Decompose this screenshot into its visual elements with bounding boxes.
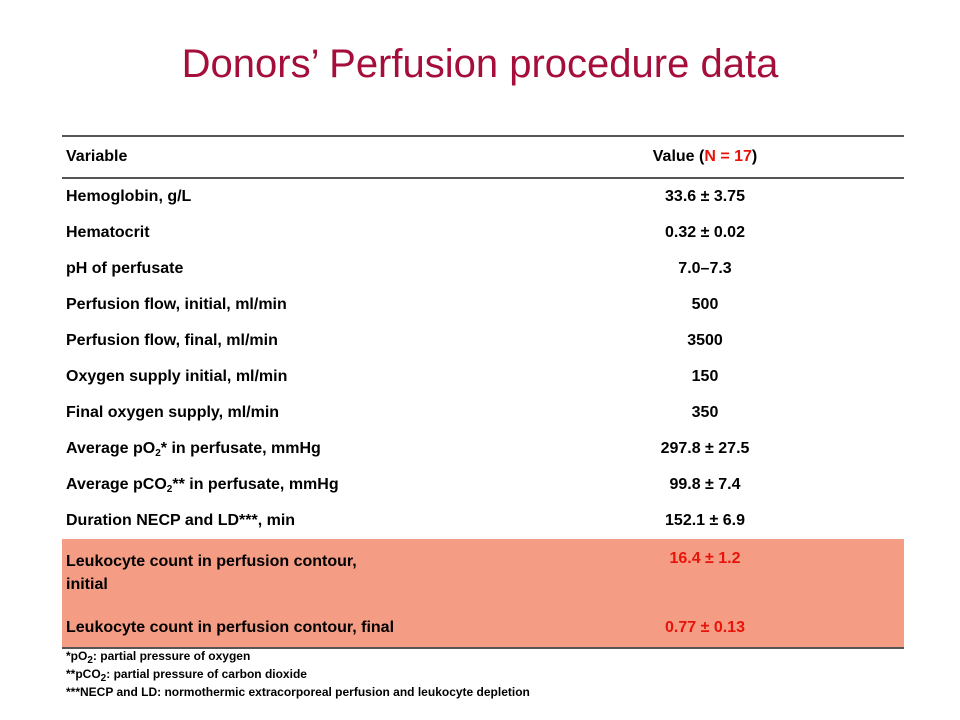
row-variable: Hemoglobin, g/L [66,188,192,205]
value-header-suffix: ) [751,148,758,165]
footnote-text: : partial pressure of oxygen [92,649,251,663]
row-value: 350 [691,404,719,421]
row-value: 500 [691,296,719,313]
row-variable: Perfusion flow, initial, ml/min [66,296,287,313]
perfusion-data-table: Variable Value (N = 17) Hemoglobin, g/L … [62,135,904,649]
row-variable: Leukocyte count in perfusion contour, fi… [62,609,506,649]
row-variable: Final oxygen supply, ml/min [66,404,280,421]
table-row: Oxygen supply initial, ml/min 150 [62,359,904,395]
table-row: Perfusion flow, initial, ml/min 500 [62,287,904,323]
table-row-highlighted: Leukocyte count in perfusion contour, ini… [62,539,904,609]
row-value: 0.77 ± 0.13 [506,609,904,649]
variable-text: Average pCO [66,476,167,493]
table-row: Perfusion flow, final, ml/min 3500 [62,323,904,359]
subscript: 2 [155,448,161,459]
column-header-variable: Variable [62,135,506,179]
footnote-text: *pO [66,649,88,663]
table-row: pH of perfusate 7.0–7.3 [62,251,904,287]
footnote-text: : partial pressure of carbon dioxide [106,667,307,681]
row-value: 33.6 ± 3.75 [665,188,745,205]
footnote: *pO2: partial pressure of oxygen [66,647,530,666]
row-value: 0.32 ± 0.02 [665,224,745,241]
footnotes: *pO2: partial pressure of oxygen **pCO2:… [66,647,530,701]
row-variable: Hematocrit [66,224,150,241]
page-title: Donors’ Perfusion procedure data [181,42,779,86]
row-value: 150 [691,368,719,385]
row-variable: Average pCO2** in perfusate, mmHg [62,467,506,503]
table-header-row: Variable Value (N = 17) [62,135,904,179]
table-row-highlighted: Leukocyte count in perfusion contour, fi… [62,609,904,649]
footnote-text: **pCO [66,667,101,681]
row-value: 3500 [687,332,723,349]
row-value: 152.1 ± 6.9 [665,512,745,529]
variable-text: ** in perfusate, mmHg [172,476,339,493]
row-variable: Oxygen supply initial, ml/min [66,368,288,385]
variable-line: initial [66,576,108,593]
row-variable: Duration NECP and LD***, min [66,512,296,529]
row-variable: Perfusion flow, final, ml/min [66,332,278,349]
sample-size: N = 17 [704,148,752,165]
table-row: Hemoglobin, g/L 33.6 ± 3.75 [62,178,904,215]
variable-text: Average pO [66,440,156,457]
variable-line: Leukocyte count in perfusion contour, [66,553,357,570]
footnote: **pCO2: partial pressure of carbon dioxi… [66,665,530,684]
row-value: 16.4 ± 1.2 [506,539,904,609]
value-header-prefix: Value ( [652,148,705,165]
subscript: 2 [87,655,93,666]
table-row: Average pCO2** in perfusate, mmHg 99.8 ±… [62,467,904,503]
row-value: 297.8 ± 27.5 [660,440,750,457]
row-value: 7.0–7.3 [678,260,732,277]
table-row: Duration NECP and LD***, min 152.1 ± 6.9 [62,503,904,539]
table-row: Final oxygen supply, ml/min 350 [62,395,904,431]
column-header-value: Value (N = 17) [506,135,904,179]
row-variable: Average pO2* in perfusate, mmHg [62,431,506,467]
subscript: 2 [166,484,173,495]
row-variable: Leukocyte count in perfusion contour, ini… [62,539,506,609]
table-row: Hematocrit 0.32 ± 0.02 [62,215,904,251]
subscript: 2 [100,673,107,684]
variable-text: * in perfusate, mmHg [160,440,321,457]
table-row: Average pO2* in perfusate, mmHg 297.8 ± … [62,431,904,467]
row-value: 99.8 ± 7.4 [669,476,741,493]
footnote: ***NECP and LD: normothermic extracorpor… [66,685,530,699]
row-variable: pH of perfusate [66,260,184,277]
